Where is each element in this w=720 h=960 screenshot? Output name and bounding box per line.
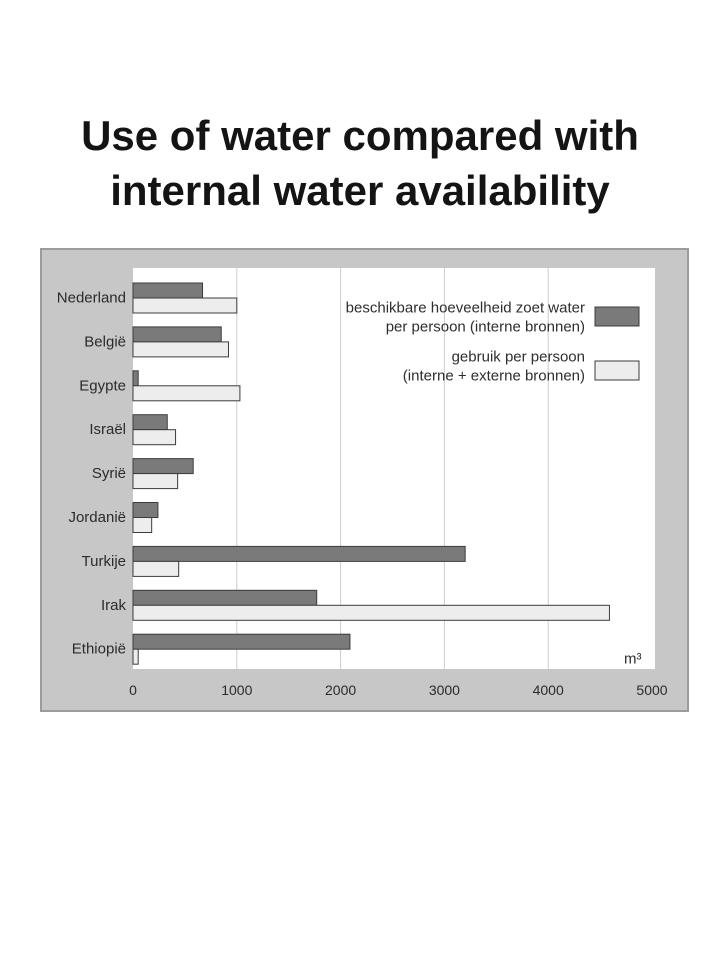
x-tick-label: 4000 [533, 682, 564, 698]
bar-internal-availability [132, 414, 168, 431]
bar-water-use [132, 341, 229, 358]
x-unit-label: m³ [624, 651, 642, 668]
bar-water-use [132, 604, 610, 621]
x-tick-label: 1000 [221, 682, 252, 698]
x-tick-label: 0 [129, 682, 137, 698]
bar-water-use [132, 648, 139, 665]
bar-internal-availability [132, 326, 222, 343]
x-tick-label: 3000 [429, 682, 460, 698]
legend-label: per persoon (interne bronnen) [386, 319, 585, 336]
x-tick-label: 5000 [636, 682, 667, 698]
legend-label: (interne + externe bronnen) [403, 368, 585, 385]
bar-internal-availability [132, 370, 139, 387]
bars [132, 282, 610, 665]
axis-labels: 0 1000 2000 3000 4000 5000 Nederland België Egyp… [57, 290, 668, 699]
legend-label: gebruik per persoon [452, 349, 585, 366]
slide-title-line-2: internal water availability [110, 167, 610, 214]
category-label: Syrië [92, 465, 126, 482]
legend-swatch [594, 360, 640, 381]
category-label: België [84, 333, 126, 350]
bar-internal-availability [132, 458, 194, 475]
bar-internal-availability [132, 589, 318, 606]
category-label: Turkije [82, 553, 126, 570]
category-label: Ethiopië [72, 641, 126, 658]
bar-water-use [132, 297, 238, 314]
legend-swatch [594, 306, 640, 327]
bar-internal-availability [132, 502, 159, 518]
bar-internal-availability [132, 282, 204, 299]
category-label: Irak [101, 597, 127, 614]
category-label: Israël [89, 421, 126, 438]
category-label: Egypte [79, 377, 126, 394]
bar-water-use [132, 385, 241, 402]
bar-water-use [132, 560, 180, 577]
bar-water-use [132, 429, 177, 446]
bar-internal-availability [132, 633, 351, 650]
category-label: Nederland [57, 290, 126, 307]
gridlines [236, 268, 549, 669]
category-label: Jordanië [68, 509, 126, 526]
slide-title: Use of water compared with internal wate… [0, 108, 720, 218]
x-tick-label: 2000 [325, 682, 356, 698]
bar-water-use [132, 517, 153, 533]
bar-water-use [132, 473, 179, 490]
legend: beschikbare hoeveelheid zoet water per pe… [346, 300, 640, 385]
slide-title-line-1: Use of water compared with [81, 112, 639, 159]
legend-label: beschikbare hoeveelheid zoet water [346, 300, 585, 317]
bar-internal-availability [132, 545, 466, 562]
